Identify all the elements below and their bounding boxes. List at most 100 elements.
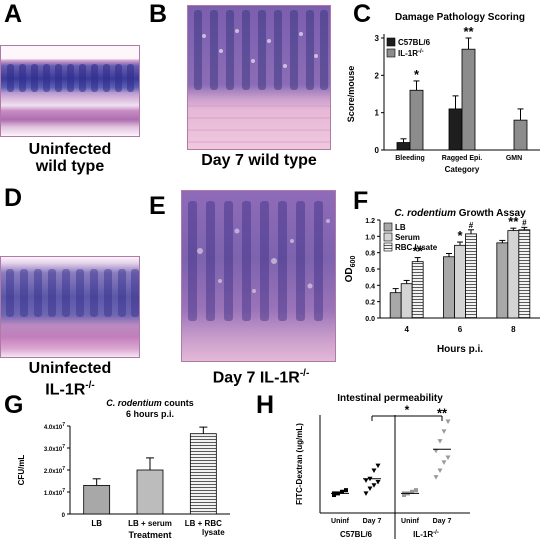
chart-g-xtick-label: LB + serum	[128, 519, 172, 528]
panel-letter-c: C	[353, 0, 372, 28]
chart-h-xtick-label: Uninf	[401, 518, 420, 525]
chart-c-ytick-label: 0	[375, 146, 380, 155]
chart-h-point-triangle	[371, 468, 377, 474]
chart-c-ytick-label: 2	[375, 71, 380, 80]
chart-f-ytick-label: 0.4	[365, 283, 375, 290]
chart-f-legend-swatch	[383, 242, 393, 252]
chart-h-point-triangle	[433, 448, 439, 454]
chart-h-point-triangle	[367, 486, 373, 491]
chart-f-bar	[411, 261, 424, 319]
chart-c-bar	[396, 142, 411, 151]
chart-g-title-italic: C. rodentium	[106, 398, 164, 408]
chart-c-ytick-label: 3	[375, 34, 380, 43]
crypts-e	[188, 201, 330, 321]
chart-c-ylabel: Score/mouse	[346, 66, 356, 123]
chart-f-ytick-label: 0.0	[365, 316, 375, 323]
chart-h-point-square	[414, 488, 418, 493]
chart-h-group-text: IL-1R	[413, 530, 433, 539]
chart-f-bar	[465, 233, 477, 319]
chart-h-point-triangle	[441, 429, 447, 434]
chart-g-ytick-label: 0	[62, 513, 66, 519]
chart-f-xtick-label: 6	[458, 325, 463, 334]
chart-c-bar	[409, 89, 424, 151]
chart-f-bar	[400, 283, 413, 319]
chart-c-ytick-label: 1	[375, 109, 380, 118]
chart-c-legend-swatch	[386, 37, 396, 47]
histology-image-b	[187, 5, 331, 150]
chart-g-ytick-label: 2.0x107	[44, 466, 65, 475]
caption-e-sup: -/-	[299, 368, 310, 379]
chart-c-significance: **	[463, 24, 474, 39]
caption-e: Day 7 IL-1R-/-	[181, 365, 341, 386]
chart-h-point-triangle	[375, 463, 381, 469]
chart-g-bar	[136, 469, 164, 515]
chart-h-xtick-label: Day 7	[433, 518, 452, 525]
chart-f-ylabel-text: OD	[344, 267, 355, 282]
panel-letter-g: G	[4, 391, 24, 419]
chart-h-point-square	[344, 488, 348, 493]
chart-f-bar	[507, 230, 520, 319]
chart-g-title: C. rodentium counts	[106, 398, 194, 408]
chart-h-title: Intestinal permeability	[337, 393, 443, 404]
chart-f-significance: #	[469, 221, 474, 230]
chart-g-ylabel: CFU/mL	[17, 455, 26, 486]
chart-f-significance: *	[457, 228, 463, 243]
chart-f-bar	[496, 242, 509, 319]
chart-f-ytick-label: 1.0	[365, 234, 375, 241]
chart-f-ytick-label: 0.6	[365, 267, 375, 274]
caption-d-sup: -/-	[85, 380, 95, 391]
chart-g-xtick-label: lysate	[202, 528, 225, 537]
chart-h-point-triangle	[433, 475, 439, 480]
caption-e-text: Day 7 IL-1R	[212, 369, 300, 387]
chart-c-bar	[461, 48, 476, 151]
chart-c-xtick-label: Ragged Epi.	[442, 155, 483, 162]
chart-h-point-triangle	[363, 491, 369, 496]
chart-c-title: Damage Pathology Scoring	[395, 12, 525, 23]
chart-f-legend-label: LB	[395, 223, 406, 232]
chart-h-group-sup: -/-	[433, 530, 439, 536]
chart-c-legend-text: C57BL/6	[398, 38, 431, 47]
crypts-a	[7, 64, 134, 92]
chart-f-significance: **	[413, 244, 424, 259]
chart-g-bar	[83, 485, 111, 515]
chart-permeability: Intestinal permeability FITC-Dextran (ug/…	[295, 393, 470, 539]
chart-h-point-triangle	[363, 478, 369, 483]
chart-g-subtitle: 6 hours p.i.	[126, 409, 174, 419]
histology-image-a	[0, 45, 140, 137]
chart-g-ytick-label: 3.0x107	[44, 444, 65, 453]
chart-h-point-square	[410, 489, 414, 494]
chart-f-xtick-label: 4	[404, 325, 409, 334]
chart-h-significance: **	[437, 406, 448, 421]
chart-g-ytick-text: 1.0x10	[44, 491, 63, 497]
chart-f-significance: #	[522, 218, 527, 227]
histology-image-d	[0, 256, 140, 358]
chart-f-legend-label: RBC lysate	[395, 243, 438, 252]
chart-f-title-italic: C. rodentium	[394, 208, 458, 219]
chart-g-ytick-text: 0	[62, 513, 66, 519]
chart-c-legend-sup: -/-	[418, 49, 424, 55]
chart-h-point-square	[340, 489, 344, 494]
chart-g-xtick-label: LB + RBC	[185, 519, 222, 528]
chart-f-legend-label: Serum	[395, 233, 420, 242]
chart-c-legend-label: C57BL/6	[398, 38, 431, 47]
chart-h-ylabel: FITC-Dextran (ug/mL)	[295, 423, 304, 505]
chart-g-ytick-text: 2.0x10	[44, 469, 63, 475]
caption-b: Day 7 wild type	[201, 152, 317, 169]
chart-growth-assay: C. rodentium Growth Assay 0.0 0.2 0.4 0.6 0.8…	[344, 208, 540, 355]
chart-g-xlabel: Treatment	[128, 530, 171, 540]
chart-c-legend-swatch	[386, 48, 396, 58]
chart-c-xtick-label: GMN	[506, 155, 522, 162]
crypts-d	[6, 269, 139, 317]
chart-c-xtick-label: Bleeding	[395, 155, 425, 162]
chart-g-xtick-label: LB	[91, 519, 102, 528]
chart-h-xtick-label: Uninf	[331, 518, 350, 525]
chart-f-legend-swatch	[383, 232, 393, 242]
panel-letter-e: E	[149, 192, 166, 220]
chart-f-ylabel-sub: 600	[350, 256, 357, 268]
chart-g-title-rest: counts	[164, 398, 194, 408]
chart-c-bar	[448, 108, 463, 151]
crypts-b	[188, 10, 330, 143]
chart-f-legend-swatch	[383, 222, 393, 232]
chart-f-significance: **	[508, 214, 519, 229]
